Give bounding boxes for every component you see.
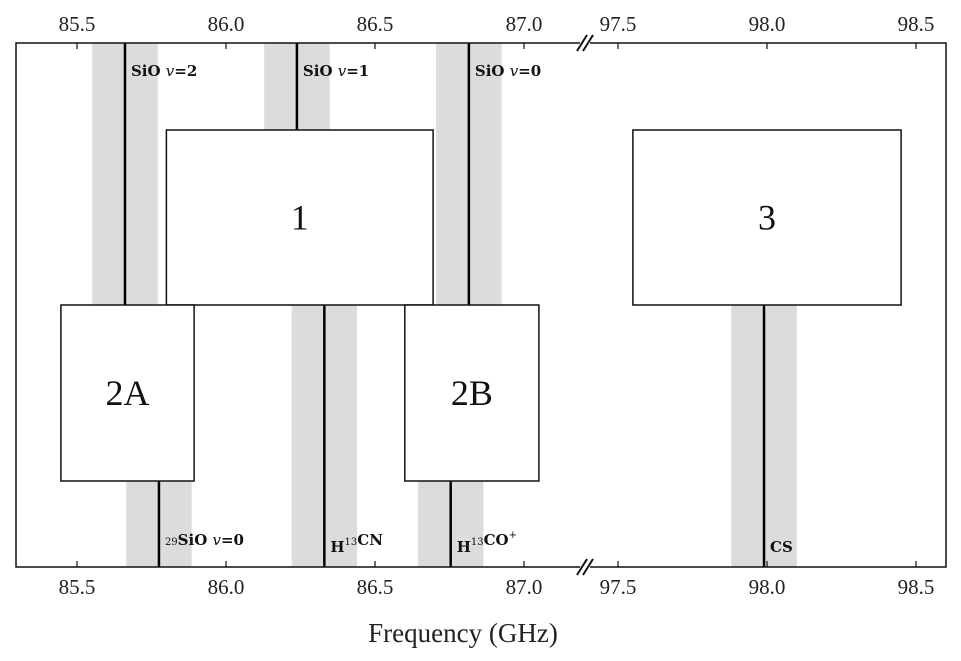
- break-mark: [576, 558, 588, 576]
- line-label: 29SiO v=0: [165, 531, 244, 549]
- line-label-part: v: [166, 62, 175, 80]
- tick-label-top: 97.5: [600, 12, 637, 36]
- tick-label-bottom: 86.0: [208, 575, 245, 599]
- line-label: SiO v=0: [475, 62, 541, 80]
- line-label: SiO v=1: [303, 62, 369, 80]
- line-label-part: SiO: [475, 62, 510, 80]
- tick-label-bottom: 86.5: [357, 575, 394, 599]
- break-gap: [580, 564, 590, 570]
- line-label-part: 29: [165, 537, 178, 548]
- tick-label-bottom: 98.5: [898, 575, 935, 599]
- line-label-part: v: [510, 62, 519, 80]
- tick-label-top: 98.0: [749, 12, 786, 36]
- line-label-part: 13: [471, 537, 484, 548]
- line-label-part: 13: [345, 537, 358, 548]
- line-label: H13CO+: [457, 530, 517, 556]
- x-axis-label: Frequency (GHz): [368, 618, 558, 648]
- break-gap: [580, 40, 590, 46]
- line-label-part: =0: [221, 531, 244, 549]
- line-label-part: v: [213, 531, 222, 549]
- line-label-part: SiO: [303, 62, 338, 80]
- tick-label-top: 98.5: [898, 12, 935, 36]
- tick-label-top: 86.0: [208, 12, 245, 36]
- plot-frame: [15, 42, 947, 568]
- tick-label-top: 85.5: [59, 12, 96, 36]
- line-label: H13CN: [330, 531, 383, 556]
- line-label: SiO v=2: [131, 62, 197, 80]
- break-mark: [582, 558, 594, 576]
- axis-ticks: 85.5 85.5 86.0 86.0 86.5 86.5 87.0 87.0 97.5 97.5…: [59, 12, 935, 599]
- line-label-part: H: [457, 538, 471, 556]
- axis-break-marks: [576, 34, 594, 576]
- window-box-2a: [60, 304, 195, 482]
- window-label: 1: [291, 198, 309, 238]
- tick-label-bottom: 87.0: [506, 575, 543, 599]
- line-label-part: CS: [770, 538, 793, 556]
- tick-label-top: 86.5: [357, 12, 394, 36]
- line-label: CS: [770, 538, 793, 556]
- window-label: 3: [758, 198, 776, 238]
- break-mark: [582, 34, 594, 52]
- line-label-part: =1: [346, 62, 369, 80]
- line-label-part: v: [338, 62, 347, 80]
- line-label-part: +: [509, 530, 517, 541]
- tick-label-top: 87.0: [506, 12, 543, 36]
- tick-label-bottom: 85.5: [59, 575, 96, 599]
- spectral-windows: 1 2A 2B 3: [60, 129, 902, 482]
- window-label: 2A: [106, 373, 150, 413]
- window-box-2b: [404, 304, 540, 482]
- tick-label-bottom: 97.5: [600, 575, 637, 599]
- break-mark: [576, 34, 588, 52]
- line-label-part: CN: [357, 531, 383, 549]
- tick-label-bottom: 98.0: [749, 575, 786, 599]
- line-label-part: =0: [518, 62, 541, 80]
- line-label-part: H: [330, 538, 344, 556]
- line-label-part: SiO: [178, 531, 213, 549]
- window-box-3: [632, 129, 902, 306]
- line-label-part: SiO: [131, 62, 166, 80]
- window-label: 2B: [451, 373, 493, 413]
- window-box-1: [165, 129, 434, 306]
- line-label-part: =2: [174, 62, 197, 80]
- line-label-part: CO: [484, 531, 509, 549]
